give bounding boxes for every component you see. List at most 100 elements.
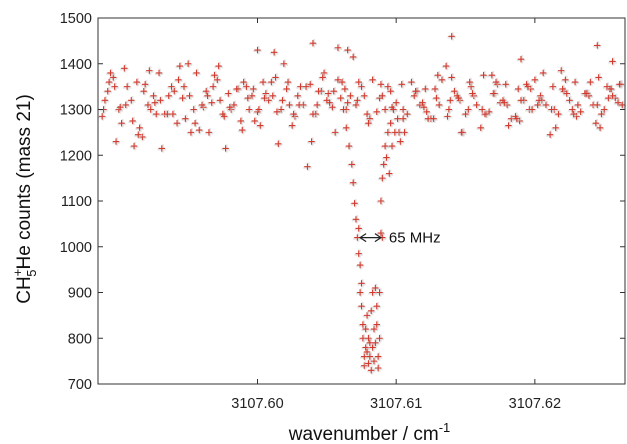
data-point [447,73,456,82]
data-point [545,130,555,139]
data-point [260,93,269,103]
data-point [238,125,247,135]
data-point [538,68,548,78]
data-point [204,128,214,137]
data-point [565,96,574,105]
data-point [354,249,363,258]
data-point [282,84,291,94]
data-point [367,306,376,315]
data-point [129,141,139,151]
data-point [472,100,481,110]
data-point [375,288,384,297]
data-point [279,59,289,68]
data-point [195,125,204,135]
data-point [597,109,606,119]
y-axis-species-suffix: He [14,245,35,269]
data-point [477,105,487,114]
data-point [190,119,200,128]
data-point [604,93,613,103]
data-point [100,96,110,105]
data-point [318,73,327,82]
data-point [364,359,373,368]
data-point [367,366,376,375]
data-point [157,144,166,153]
data-point [608,57,617,66]
data-point [343,98,352,107]
data-point [347,160,356,169]
data-point [308,109,318,119]
data-point [139,87,148,96]
data-point [192,68,201,78]
data-point [443,112,452,121]
data-point [534,96,544,105]
data-point [371,283,380,293]
data-point [343,45,352,55]
data-point [501,80,510,89]
data-point [361,324,370,334]
data-point [253,45,262,55]
data-point [372,320,381,329]
data-point [236,116,246,126]
data-point [149,91,158,100]
data-point [189,105,198,114]
data-point [387,141,397,151]
annotation-label: 65 MHz [389,230,441,247]
x-tick-label: 3107.62 [509,396,561,412]
data-point [121,100,130,110]
data-point [181,114,190,123]
data-point [307,137,316,146]
data-point [551,123,560,132]
data-point [340,84,350,94]
data-point [378,173,387,183]
data-point [573,100,583,110]
data-point [249,84,258,94]
data-point [591,119,601,128]
data-point [390,128,399,137]
data-point [350,199,359,208]
data-point [115,103,125,112]
data-point [393,114,402,123]
data-point [128,116,137,126]
data-point [250,116,259,126]
y-tick-label: 800 [68,331,92,347]
data-point [372,302,381,311]
data-point [557,66,566,75]
data-point [547,105,556,114]
y-tick-label: 1500 [60,11,92,27]
data-point [430,84,440,94]
data-point [127,96,136,105]
data-point [154,68,164,78]
data-point [207,98,216,107]
data-point [353,96,362,105]
data-point [372,107,381,116]
data-point [500,98,509,107]
data-point [210,70,219,80]
data-point [344,141,354,151]
data-point [375,334,384,343]
data-point [489,89,498,98]
data-point [479,70,488,80]
data-point [380,105,390,114]
y-axis-title-rest: counts (mass 21) [14,94,35,245]
data-point [314,87,323,96]
data-point [146,105,155,114]
data-point [365,352,375,361]
data-point [287,121,297,130]
data-point [267,77,276,87]
data-point [324,89,333,98]
data-point [348,178,358,187]
data-point [504,121,513,130]
data-point [447,32,456,41]
data-point [593,41,602,50]
data-point [308,38,318,48]
data-point [368,75,377,84]
data-point [163,109,172,119]
data-point [97,112,107,121]
data-point [386,119,395,128]
data-point [348,52,358,62]
data-point [527,105,537,114]
data-point [156,96,165,105]
y-tick-label: 1300 [60,103,92,119]
data-point [454,93,463,103]
data-point [122,82,132,91]
